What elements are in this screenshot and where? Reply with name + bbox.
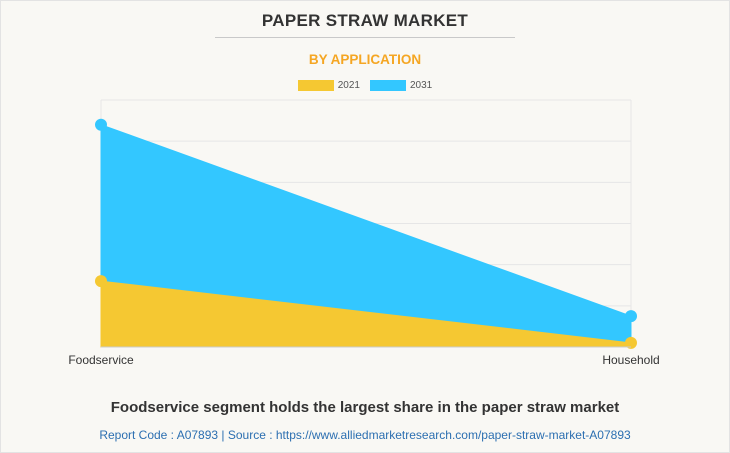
point-2021-household — [625, 336, 637, 349]
source-line: Report Code : A07893 | Source : https://… — [99, 428, 631, 442]
point-2021-foodservice — [95, 275, 107, 288]
legend-item-2031: 2031 — [370, 80, 432, 91]
x-tick-label-foodservice: Foodservice — [68, 353, 134, 367]
x-tick-label-household: Household — [602, 353, 659, 367]
title-divider — [215, 37, 515, 38]
legend-swatch-2031 — [370, 80, 406, 91]
chart-subtitle: BY APPLICATION — [308, 52, 422, 67]
point-2031-foodservice — [95, 118, 107, 131]
legend-label-2031: 2031 — [410, 80, 433, 91]
chart-legend: 2021 2031 — [0, 80, 730, 91]
chart-caption: Foodservice segment holds the largest sh… — [110, 399, 620, 416]
legend-item-2021: 2021 — [297, 80, 360, 91]
legend-label-2021: 2021 — [337, 80, 360, 91]
chart-title: PAPER STRAW MARKET — [261, 11, 469, 30]
point-2031-household — [625, 310, 637, 323]
legend-swatch-2021 — [297, 80, 334, 91]
